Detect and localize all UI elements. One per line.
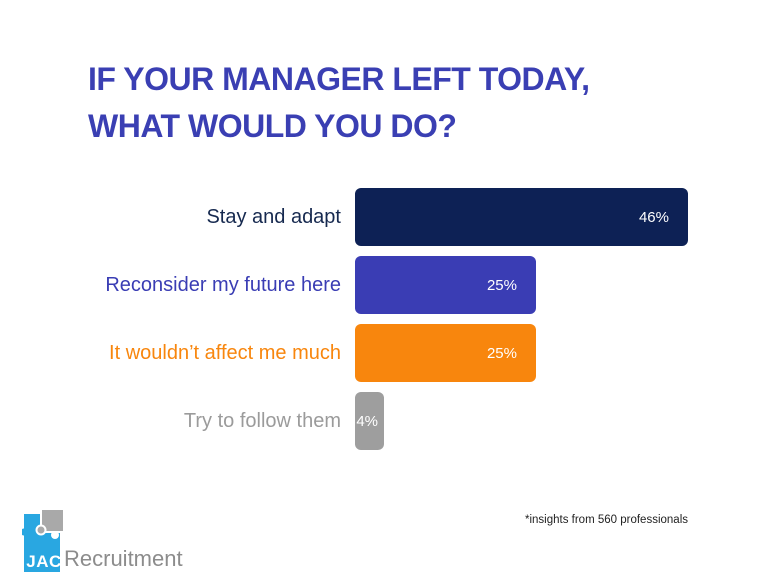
bar-value-label: 25% [486, 344, 517, 362]
logo-wordmark: Recruitment [64, 546, 183, 571]
bar: 25% [355, 324, 536, 382]
bar-value-label: 4% [356, 412, 378, 430]
category-label: Try to follow them [183, 410, 341, 432]
chart-row: Try to follow them 4% [0, 392, 784, 450]
chart-row: Stay and adapt 46% [0, 188, 784, 246]
footnote: *insights from 560 professionals [525, 514, 688, 526]
jac-recruitment-logo: JAC Recruitment [22, 502, 222, 574]
bar: 46% [355, 188, 688, 246]
logo-puzzle-icon [22, 508, 65, 572]
category-label: Reconsider my future here [105, 274, 341, 296]
category-label: It wouldn’t affect me much [109, 342, 341, 364]
chart-row: It wouldn’t affect me much 25% [0, 324, 784, 382]
chart-title: IF YOUR MANAGER LEFT TODAY, WHAT WOULD Y… [88, 56, 648, 150]
bar: 4% [355, 392, 384, 450]
chart-row: Reconsider my future here 25% [0, 256, 784, 314]
bar: 25% [355, 256, 536, 314]
bar-value-label: 46% [638, 208, 669, 226]
bar-value-label: 25% [486, 276, 517, 294]
bar-chart: Stay and adapt 46% Reconsider my future … [0, 188, 784, 460]
chart-title-line2: WHAT WOULD YOU DO? [88, 108, 457, 144]
chart-title-line1: IF YOUR MANAGER LEFT TODAY, [88, 61, 590, 97]
category-label: Stay and adapt [206, 206, 341, 228]
logo-jac-text: JAC [26, 552, 62, 571]
